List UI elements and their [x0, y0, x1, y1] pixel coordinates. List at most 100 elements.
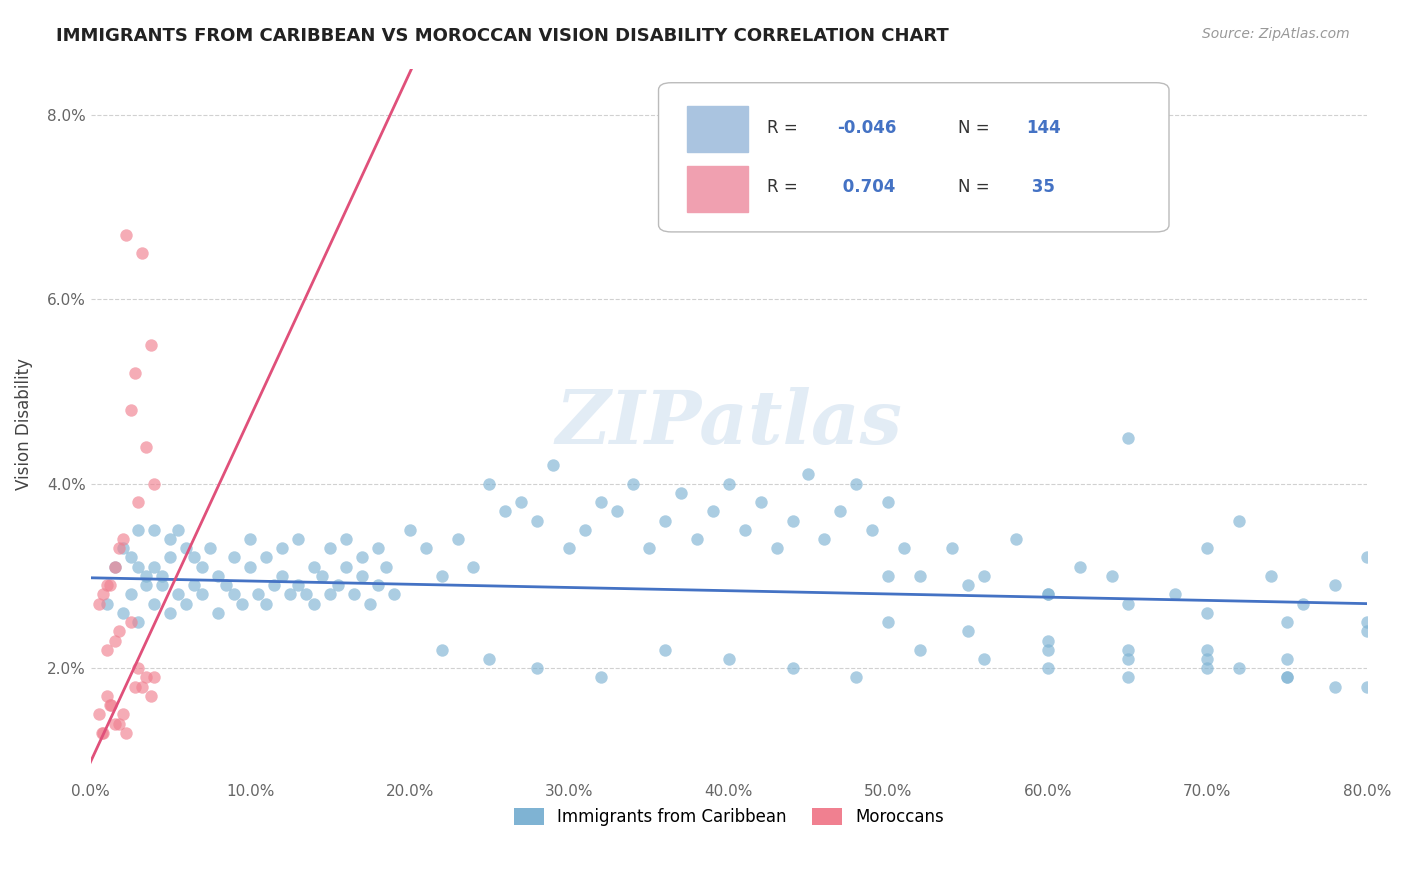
Point [200, 541, 222, 556]
Point [494, 504, 516, 518]
Point [1275, 670, 1298, 684]
Point [143, 523, 166, 537]
Point [141, 689, 163, 703]
Point [271, 569, 294, 583]
Point [135, 578, 157, 592]
Point [350, 550, 373, 565]
Point [120, 587, 142, 601]
Point [167, 587, 190, 601]
Point [765, 541, 787, 556]
Point [135, 569, 157, 583]
FancyBboxPatch shape [658, 83, 1168, 232]
Point [103, 559, 125, 574]
Point [1036, 633, 1059, 648]
Point [1323, 578, 1346, 592]
Point [103, 716, 125, 731]
Point [111, 606, 134, 620]
Point [311, 569, 333, 583]
Point [1036, 587, 1059, 601]
Point [1355, 680, 1378, 694]
Point [124, 680, 146, 694]
Point [845, 476, 868, 491]
Point [143, 559, 166, 574]
Point [669, 486, 692, 500]
Point [941, 541, 963, 556]
Point [973, 569, 995, 583]
Point [1116, 597, 1139, 611]
Point [231, 597, 253, 611]
Point [1227, 661, 1250, 675]
Point [295, 587, 318, 601]
Point [127, 615, 149, 629]
Point [1036, 587, 1059, 601]
Point [430, 642, 453, 657]
Point [120, 403, 142, 417]
Point [877, 615, 900, 629]
Text: N =: N = [959, 119, 995, 136]
Point [526, 514, 548, 528]
Point [1005, 532, 1028, 546]
Point [254, 597, 277, 611]
Point [335, 532, 357, 546]
Point [541, 458, 564, 473]
Point [183, 578, 205, 592]
Point [93, 726, 115, 740]
Point [111, 541, 134, 556]
Point [103, 633, 125, 648]
Point [830, 504, 852, 518]
Point [87, 597, 110, 611]
Point [813, 532, 835, 546]
Point [606, 504, 628, 518]
Point [176, 541, 198, 556]
Point [131, 680, 153, 694]
Point [893, 541, 915, 556]
Point [247, 587, 270, 601]
Point [1197, 642, 1219, 657]
Point [278, 587, 301, 601]
Point [141, 338, 163, 352]
Point [510, 495, 533, 509]
Point [1116, 431, 1139, 445]
Point [574, 523, 596, 537]
Point [430, 569, 453, 583]
Point [478, 476, 501, 491]
Point [96, 642, 118, 657]
Point [845, 670, 868, 684]
Point [1197, 541, 1219, 556]
FancyBboxPatch shape [686, 106, 748, 153]
Point [367, 541, 389, 556]
Point [1164, 587, 1187, 601]
Point [96, 597, 118, 611]
Point [1260, 569, 1282, 583]
Point [215, 578, 238, 592]
Point [143, 476, 166, 491]
Point [1227, 514, 1250, 528]
Point [478, 652, 501, 666]
Point [1292, 597, 1315, 611]
Text: 0.704: 0.704 [837, 178, 896, 196]
Point [191, 559, 214, 574]
Point [254, 550, 277, 565]
Text: 144: 144 [1026, 119, 1060, 136]
Point [446, 532, 468, 546]
Point [1197, 661, 1219, 675]
Point [908, 569, 931, 583]
Point [98, 698, 121, 712]
Point [782, 661, 804, 675]
Point [1116, 670, 1139, 684]
Point [87, 707, 110, 722]
Point [127, 661, 149, 675]
Point [398, 523, 420, 537]
Point [526, 661, 548, 675]
Point [287, 532, 309, 546]
Point [908, 642, 931, 657]
Point [359, 597, 381, 611]
Point [1275, 670, 1298, 684]
Point [702, 504, 724, 518]
Point [1101, 569, 1123, 583]
Point [271, 541, 294, 556]
Point [98, 578, 121, 592]
Point [782, 514, 804, 528]
Point [1323, 680, 1346, 694]
Text: IMMIGRANTS FROM CARIBBEAN VS MOROCCAN VISION DISABILITY CORRELATION CHART: IMMIGRANTS FROM CARIBBEAN VS MOROCCAN VI… [56, 27, 949, 45]
